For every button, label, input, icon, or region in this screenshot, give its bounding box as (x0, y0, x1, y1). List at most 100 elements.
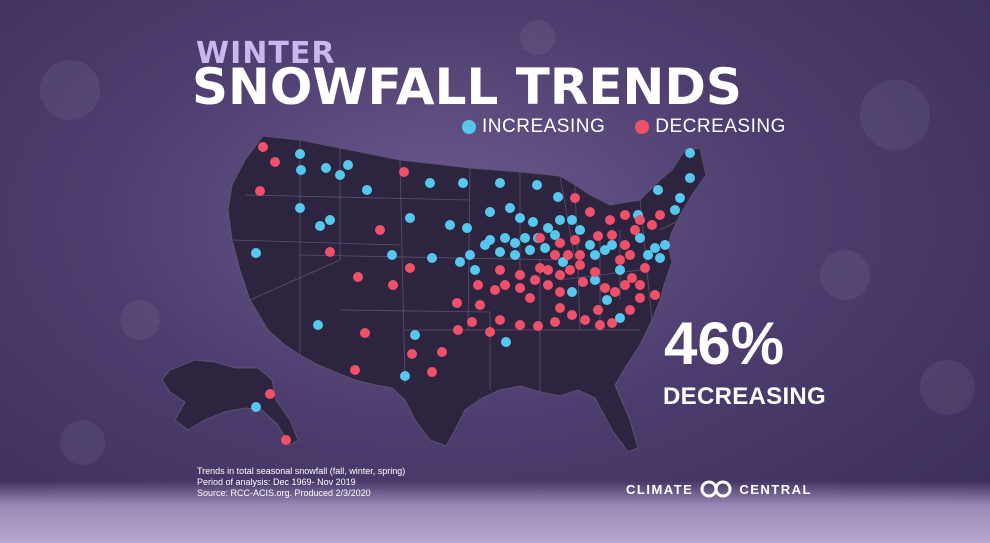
station-increasing-dot (315, 221, 325, 231)
station-increasing-dot (495, 178, 505, 188)
state-border-line (399, 159, 406, 386)
station-decreasing-dot (490, 285, 500, 295)
station-increasing-dot (295, 203, 305, 213)
logo-text-left: CLIMATE (626, 481, 694, 497)
station-decreasing-dot (625, 305, 635, 315)
station-increasing-dot (362, 185, 372, 195)
station-decreasing-dot (607, 318, 617, 328)
station-decreasing-dot (265, 389, 275, 399)
station-decreasing-dot (437, 347, 447, 357)
station-increasing-dot (615, 313, 625, 323)
state-border-line (231, 239, 401, 246)
station-increasing-dot (558, 257, 568, 267)
station-decreasing-dot (550, 250, 560, 260)
footnote-line: Trends in total seasonal snowfall (fall,… (197, 466, 406, 476)
station-increasing-dot (660, 240, 670, 250)
station-decreasing-dot (515, 283, 525, 293)
station-decreasing-dot (575, 250, 585, 260)
station-decreasing-dot (630, 225, 640, 235)
station-increasing-dot (607, 240, 617, 250)
station-decreasing-dot (607, 230, 617, 240)
station-increasing-dot (643, 250, 653, 260)
station-decreasing-dot (570, 235, 580, 245)
station-increasing-dot (585, 240, 595, 250)
station-decreasing-dot (550, 317, 560, 327)
station-increasing-dot (540, 243, 550, 253)
station-increasing-dot (675, 193, 685, 203)
station-increasing-dot (567, 287, 577, 297)
station-decreasing-dot (350, 365, 360, 375)
alaska (161, 359, 299, 446)
station-decreasing-dot (375, 225, 385, 235)
station-decreasing-dot (555, 270, 565, 280)
station-decreasing-dot (281, 435, 291, 445)
station-decreasing-dot (565, 265, 575, 275)
state-border-line (244, 194, 471, 201)
station-decreasing-dot (563, 250, 573, 260)
station-increasing-dot (321, 163, 331, 173)
station-increasing-dot (615, 265, 625, 275)
station-decreasing-dot (475, 300, 485, 310)
station-decreasing-dot (453, 325, 463, 335)
station-decreasing-dot (620, 280, 630, 290)
station-decreasing-dot (535, 263, 545, 273)
station-increasing-dot (387, 250, 397, 260)
station-decreasing-dot (627, 273, 637, 283)
legend: INCREASING DECREASING (462, 116, 786, 138)
station-decreasing-dot (467, 317, 477, 327)
station-decreasing-dot (610, 287, 620, 297)
station-increasing-dot (670, 205, 680, 215)
station-decreasing-dot (578, 277, 588, 287)
station-decreasing-dot (399, 167, 409, 177)
station-increasing-dot (543, 223, 553, 233)
station-decreasing-dot (515, 270, 525, 280)
station-decreasing-dot (655, 210, 665, 220)
station-increasing-dot (510, 238, 520, 248)
state-border-line (659, 214, 691, 231)
station-increasing-dot (528, 217, 538, 227)
station-increasing-dot (600, 245, 610, 255)
station-decreasing-dot (600, 283, 610, 293)
station-increasing-dot (550, 230, 560, 240)
station-increasing-dot (555, 215, 565, 225)
station-decreasing-dot (473, 280, 483, 290)
legend-increasing-label: INCREASING (482, 116, 606, 137)
logo-text-right: CENTRAL (739, 481, 812, 497)
station-decreasing-dot (500, 280, 510, 290)
station-decreasing-dot (388, 280, 398, 290)
station-increasing-dot (343, 160, 353, 170)
station-decreasing-dot (620, 210, 630, 220)
station-decreasing-dot (258, 142, 268, 152)
station-decreasing-dot (407, 349, 417, 359)
station-decreasing-dot (525, 293, 535, 303)
station-decreasing-dot (605, 215, 615, 225)
station-decreasing-dot (535, 233, 545, 243)
station-increasing-dot (685, 148, 695, 158)
station-increasing-dot (575, 225, 585, 235)
station-increasing-dot (567, 215, 577, 225)
station-increasing-dot (480, 240, 490, 250)
station-decreasing-dot (640, 263, 650, 273)
title-snowfall-trends: SNOWFALL TRENDS (192, 58, 742, 116)
station-decreasing-dot (543, 265, 553, 275)
station-decreasing-dot (360, 328, 370, 338)
station-decreasing-dot (533, 321, 543, 331)
station-increasing-dot (325, 215, 335, 225)
station-decreasing-dot (593, 231, 603, 241)
snow-ground-band (0, 481, 990, 543)
station-increasing-dot (505, 203, 515, 213)
station-decreasing-dot (620, 240, 630, 250)
station-decreasing-dot (543, 280, 553, 290)
station-decreasing-dot (647, 220, 657, 230)
station-increasing-dot (458, 178, 468, 188)
station-increasing-dot (485, 207, 495, 217)
station-decreasing-dot (635, 280, 645, 290)
station-increasing-dot (410, 330, 420, 340)
footnote-line: Source: RCC-ACIS.org. Produced 2/3/2020 (197, 488, 371, 498)
footnote-line: Period of analysis: Dec 1969- Nov 2019 (197, 477, 356, 487)
station-decreasing-dot (555, 287, 565, 297)
station-increasing-dot (590, 275, 600, 285)
station-decreasing-dot (485, 327, 495, 337)
station-decreasing-dot (590, 267, 600, 277)
legend-increasing-dot (462, 120, 476, 134)
